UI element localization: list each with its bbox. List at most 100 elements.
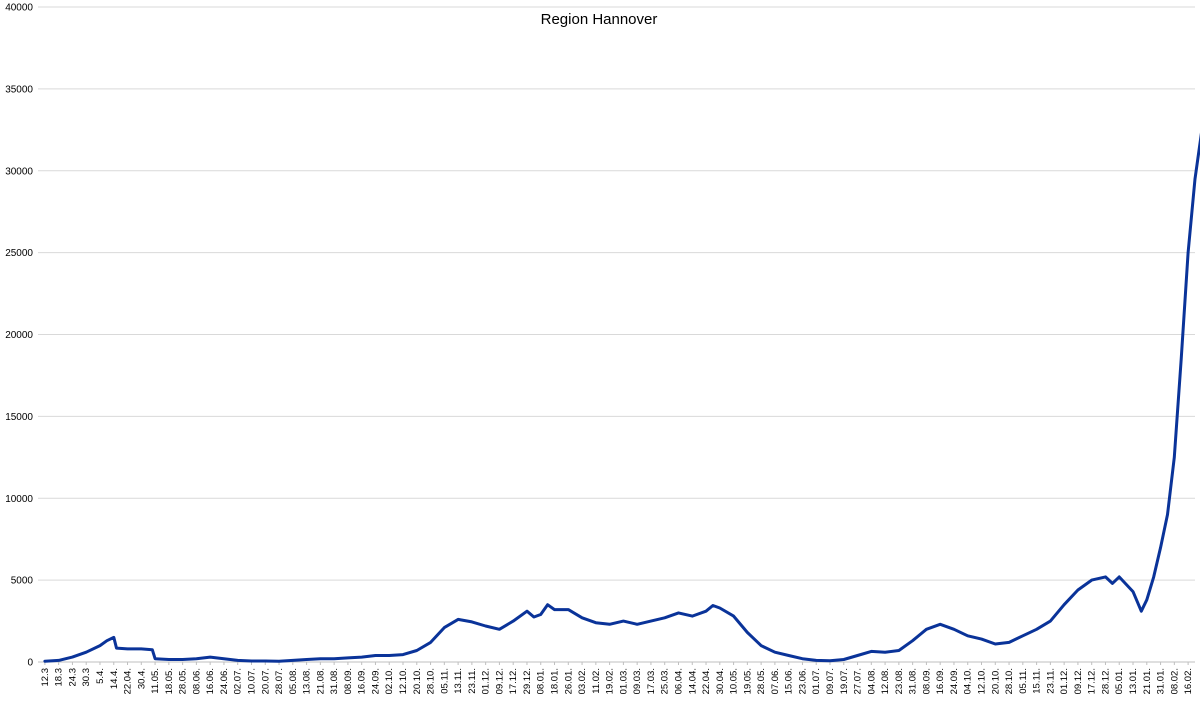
x-tick-label: 14.4. (109, 668, 120, 689)
x-tick-label: 06.04. (673, 668, 684, 694)
x-tick-label: 13.11. (453, 668, 464, 694)
y-axis-ticks: 0 5000 10000 15000 20000 25000 30000 35000 40000 (5, 3, 33, 669)
series-line-0 (43, 132, 1200, 663)
x-tick-label: 05.08. (288, 668, 299, 694)
x-tick-label: 14.04. (687, 668, 698, 694)
y-tick-label: 0 (27, 658, 33, 669)
x-tick-label: 03.02. (577, 668, 588, 694)
x-tick-label: 05.01. (1114, 668, 1125, 694)
x-axis-ticks: 12.3 18.3 24.3 30.3 5.4. 14.4. 22.04. 30.4. 11.0… (40, 662, 1194, 694)
x-tick-label: 24.06. (219, 668, 230, 694)
y-tick-label: 35000 (5, 84, 33, 95)
x-tick-label: 27.07. (853, 668, 864, 694)
x-tick-label: 13.08. (302, 668, 313, 694)
x-tick-label: 20.10. (412, 668, 423, 694)
x-tick-label: 04.08. (866, 668, 877, 694)
x-tick-label: 28.12. (1100, 668, 1111, 694)
x-tick-label: 01.03. (618, 668, 629, 694)
x-tick-label: 01.12. (1059, 668, 1070, 694)
x-tick-label: 23.08. (894, 668, 905, 694)
x-tick-label: 12.10. (977, 668, 988, 694)
x-tick-label: 10.07. (246, 668, 257, 694)
x-tick-label: 28.05. (178, 668, 189, 694)
x-tick-label: 20.10. (990, 668, 1001, 694)
x-tick-label: 16.09. (357, 668, 368, 694)
x-tick-label: 15.06. (784, 668, 795, 694)
x-tick-label: 22.04. (701, 668, 712, 694)
x-tick-label: 24.09. (949, 668, 960, 694)
x-tick-label: 12.10. (398, 668, 409, 694)
x-tick-label: 24.09. (370, 668, 381, 694)
x-tick-label: 28.07. (274, 668, 285, 694)
y-tick-label: 5000 (11, 576, 34, 587)
y-tick-label: 10000 (5, 494, 33, 505)
x-tick-label: 08.01. (536, 668, 547, 694)
x-tick-label: 5.4. (95, 668, 106, 684)
x-tick-label: 19.05. (742, 668, 753, 694)
x-tick-label: 30.4. (136, 668, 147, 689)
x-tick-label: 07.06. (770, 668, 781, 694)
x-tick-label: 22.04. (123, 668, 134, 694)
x-tick-label: 21.01. (1142, 668, 1153, 694)
x-tick-label: 19.07. (839, 668, 850, 694)
x-tick-label: 29.12. (522, 668, 533, 694)
y-tick-label: 20000 (5, 330, 33, 341)
x-tick-label: 31.01. (1156, 668, 1167, 694)
x-tick-label: 12.08. (880, 668, 891, 694)
x-tick-label: 23.11. (467, 668, 478, 694)
x-tick-label: 09.07. (825, 668, 836, 694)
x-tick-label: 31.08. (329, 668, 340, 694)
x-tick-label: 28.10. (426, 668, 437, 694)
x-tick-label: 31.08. (908, 668, 919, 694)
x-tick-label: 02.07. (233, 668, 244, 694)
x-tick-label: 19.02. (605, 668, 616, 694)
x-tick-label: 09.12. (1073, 668, 1084, 694)
x-tick-label: 26.01. (563, 668, 574, 694)
x-tick-label: 18.05. (164, 668, 175, 694)
x-tick-label: 09.03. (632, 668, 643, 694)
x-tick-label: 08.09. (343, 668, 354, 694)
x-tick-label: 16.06. (205, 668, 216, 694)
y-tick-label: 30000 (5, 166, 33, 177)
x-tick-label: 28.05. (756, 668, 767, 694)
x-tick-label: 16.09. (935, 668, 946, 694)
x-tick-label: 17.03. (646, 668, 657, 694)
x-tick-label: 16.02. (1183, 668, 1194, 694)
x-tick-label: 21.08. (315, 668, 326, 694)
x-tick-label: 11.05. (150, 668, 161, 694)
x-tick-label: 10.05. (729, 668, 740, 694)
y-tick-label: 25000 (5, 248, 33, 259)
chart-title: Region Hannover (541, 11, 658, 28)
y-tick-label: 15000 (5, 412, 33, 423)
x-tick-label: 15.11. (1032, 668, 1043, 694)
x-tick-label: 11.02. (591, 668, 602, 694)
x-tick-label: 02.10. (384, 668, 395, 694)
x-tick-label: 24.3 (67, 668, 78, 687)
series-group (43, 132, 1200, 663)
x-tick-label: 23.11. (1045, 668, 1056, 694)
gridlines (38, 6, 1195, 663)
y-tick-label: 40000 (5, 3, 33, 14)
x-tick-label: 17.12. (508, 668, 519, 694)
x-tick-label: 30.04. (715, 668, 726, 694)
x-tick-label: 17.12. (1087, 668, 1098, 694)
x-tick-label: 18.01. (550, 668, 561, 694)
x-tick-label: 08.02. (1169, 668, 1180, 694)
x-tick-label: 05.11. (439, 668, 450, 694)
x-tick-label: 30.3 (81, 668, 92, 687)
x-tick-label: 01.12. (481, 668, 492, 694)
x-tick-label: 05.11. (1018, 668, 1029, 694)
x-tick-label: 01.07. (811, 668, 822, 694)
x-tick-label: 08.06. (191, 668, 202, 694)
x-tick-label: 18.3 (54, 668, 65, 687)
x-tick-label: 08.09. (921, 668, 932, 694)
x-tick-label: 09.12. (494, 668, 505, 694)
x-tick-label: 13.01. (1128, 668, 1139, 694)
x-tick-label: 28.10. (1004, 668, 1015, 694)
x-tick-label: 20.07. (260, 668, 271, 694)
x-tick-label: 04.10. (963, 668, 974, 694)
x-tick-label: 12.3 (40, 668, 51, 687)
x-tick-label: 25.03. (660, 668, 671, 694)
x-tick-label: 23.06. (797, 668, 808, 694)
